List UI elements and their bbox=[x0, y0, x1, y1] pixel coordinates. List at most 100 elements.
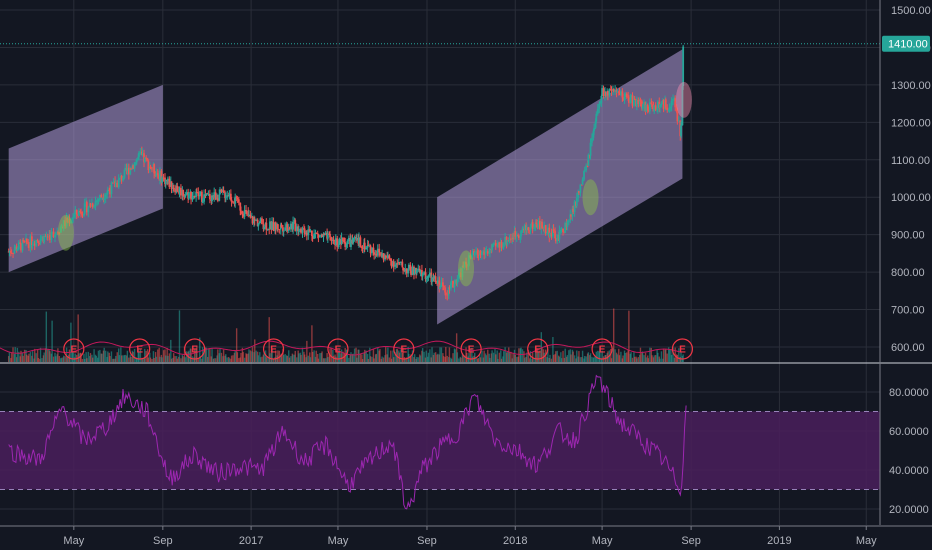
candle-body bbox=[669, 106, 672, 108]
volume-bar bbox=[593, 356, 595, 362]
volume-bar bbox=[251, 347, 254, 362]
candle-body bbox=[615, 90, 618, 93]
time-tick-label: Sep bbox=[417, 535, 437, 547]
candle-body bbox=[630, 95, 632, 99]
candle-body bbox=[122, 177, 124, 181]
volume-bar bbox=[680, 351, 682, 362]
candle-body bbox=[421, 274, 424, 277]
last-price-tag[interactable] bbox=[882, 35, 930, 52]
volume-bar bbox=[79, 352, 82, 362]
candle-body bbox=[104, 194, 107, 199]
volume-bar bbox=[357, 349, 359, 362]
volume-bar bbox=[305, 357, 307, 362]
volume-bar bbox=[153, 358, 155, 362]
volume-bar bbox=[662, 348, 665, 362]
candle-body bbox=[424, 272, 427, 279]
volume-bar bbox=[440, 347, 443, 362]
volume-bar bbox=[311, 325, 313, 362]
volume-bar bbox=[433, 352, 435, 362]
earnings-marker[interactable] bbox=[460, 338, 482, 360]
earnings-marker[interactable] bbox=[327, 338, 349, 360]
candle-body bbox=[74, 209, 77, 215]
candle-body bbox=[180, 187, 182, 196]
earnings-marker[interactable] bbox=[184, 338, 206, 360]
candle-body bbox=[363, 242, 366, 250]
volume-bar bbox=[245, 353, 247, 362]
earnings-marker[interactable] bbox=[129, 338, 151, 360]
candle-body bbox=[355, 238, 358, 240]
volume-bar bbox=[298, 353, 300, 362]
volume-bar bbox=[44, 348, 47, 362]
candle-body bbox=[656, 101, 659, 109]
volume-bar bbox=[66, 357, 69, 362]
candle-body bbox=[50, 232, 53, 241]
volume-bar bbox=[290, 356, 292, 362]
candle-body bbox=[282, 230, 285, 232]
candle-body bbox=[577, 191, 580, 199]
candle-body bbox=[567, 220, 570, 222]
earnings-marker[interactable] bbox=[63, 338, 85, 360]
candle-body bbox=[562, 228, 564, 233]
volume-bar bbox=[116, 352, 118, 362]
candle-body bbox=[627, 97, 630, 103]
candle-body bbox=[106, 192, 109, 195]
candle-body bbox=[22, 240, 25, 242]
earnings-marker[interactable] bbox=[671, 338, 694, 360]
candle-body bbox=[334, 238, 337, 245]
volume-bar bbox=[10, 352, 13, 362]
volume-bar bbox=[658, 356, 660, 362]
candle-body bbox=[571, 208, 574, 217]
volume-bar bbox=[13, 353, 16, 362]
candle-body bbox=[381, 253, 384, 257]
volume-bar bbox=[502, 356, 504, 362]
candle-body bbox=[589, 142, 592, 156]
candle-body bbox=[441, 282, 444, 286]
candle-body bbox=[573, 201, 576, 213]
candle-body bbox=[219, 189, 221, 195]
volume-bar bbox=[598, 351, 600, 362]
candle-body bbox=[70, 220, 72, 224]
candle-body bbox=[45, 236, 48, 238]
candle-body bbox=[546, 233, 549, 235]
candle-body bbox=[358, 237, 360, 244]
volume-bar bbox=[259, 352, 261, 362]
volume-bar bbox=[476, 358, 479, 362]
candle-body bbox=[135, 162, 137, 164]
earnings-marker[interactable] bbox=[591, 338, 613, 360]
volume-bar bbox=[324, 358, 327, 362]
candle-body bbox=[286, 224, 289, 231]
volume-bar bbox=[447, 357, 450, 362]
candle-body bbox=[28, 243, 30, 248]
volume-bar bbox=[409, 356, 412, 362]
earnings-marker[interactable] bbox=[262, 338, 285, 360]
volume-bar bbox=[161, 357, 163, 362]
candle-body bbox=[670, 100, 673, 107]
candle-body bbox=[525, 227, 528, 231]
candle-body bbox=[601, 88, 604, 96]
candle-body bbox=[544, 225, 547, 234]
candle-body bbox=[648, 102, 651, 112]
candle-body bbox=[162, 177, 165, 179]
candle-body bbox=[637, 99, 640, 105]
candle-body bbox=[502, 247, 504, 249]
volume-bar bbox=[135, 357, 137, 362]
volume-bar bbox=[126, 350, 129, 362]
earnings-marker[interactable] bbox=[527, 338, 549, 360]
volume-bar bbox=[631, 357, 634, 362]
trend-channel-1 bbox=[8, 84, 163, 273]
candle-body bbox=[534, 222, 537, 228]
volume-bar bbox=[479, 357, 482, 362]
candle-body bbox=[647, 110, 650, 112]
candle-body bbox=[496, 242, 499, 246]
volume-bar bbox=[374, 354, 377, 362]
volume-bar bbox=[286, 355, 289, 362]
candle-body bbox=[110, 182, 113, 195]
volume-bar bbox=[442, 353, 444, 362]
volume-bar bbox=[626, 352, 628, 362]
candle-body bbox=[268, 228, 271, 230]
candle-body bbox=[638, 99, 641, 105]
candle-body bbox=[309, 230, 312, 232]
earnings-marker[interactable] bbox=[393, 338, 415, 360]
volume-bar bbox=[358, 349, 360, 362]
